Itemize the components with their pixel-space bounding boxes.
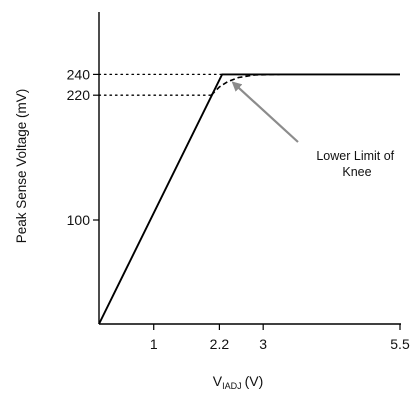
y-tick-label: 100 [67,212,91,228]
x-axis-title-unit: (V) [245,373,264,389]
annotation-arrow [231,81,299,143]
x-tick-label: 5.5 [390,336,410,352]
x-ticks: 1 2.2 3 5.5 [150,324,410,352]
reference-lines [98,73,223,96]
peak-sense-voltage-line [98,73,400,325]
x-axis-title-main: V [213,373,223,389]
y-axis-title: Peak Sense Voltage (mV) [14,89,29,244]
annotation: Lower Limit of Knee [231,81,397,179]
series-group [98,73,400,325]
x-tick-label: 2.2 [210,336,230,352]
y-ticks: 100 220 240 [67,66,99,228]
y-tick-label: 220 [67,87,91,103]
annotation-text: Lower Limit of Knee [316,149,397,179]
x-tick-label: 1 [150,336,158,352]
y-tick-label: 240 [67,66,91,82]
x-tick-label: 3 [259,336,267,352]
x-axis-title-sub: IADJ [222,381,242,391]
knee-lower-limit-curve [210,73,280,96]
annotation-line-2: Knee [342,165,371,179]
annotation-line-1: Lower Limit of [316,149,394,163]
x-axis-title: VIADJ (V) [213,373,264,391]
